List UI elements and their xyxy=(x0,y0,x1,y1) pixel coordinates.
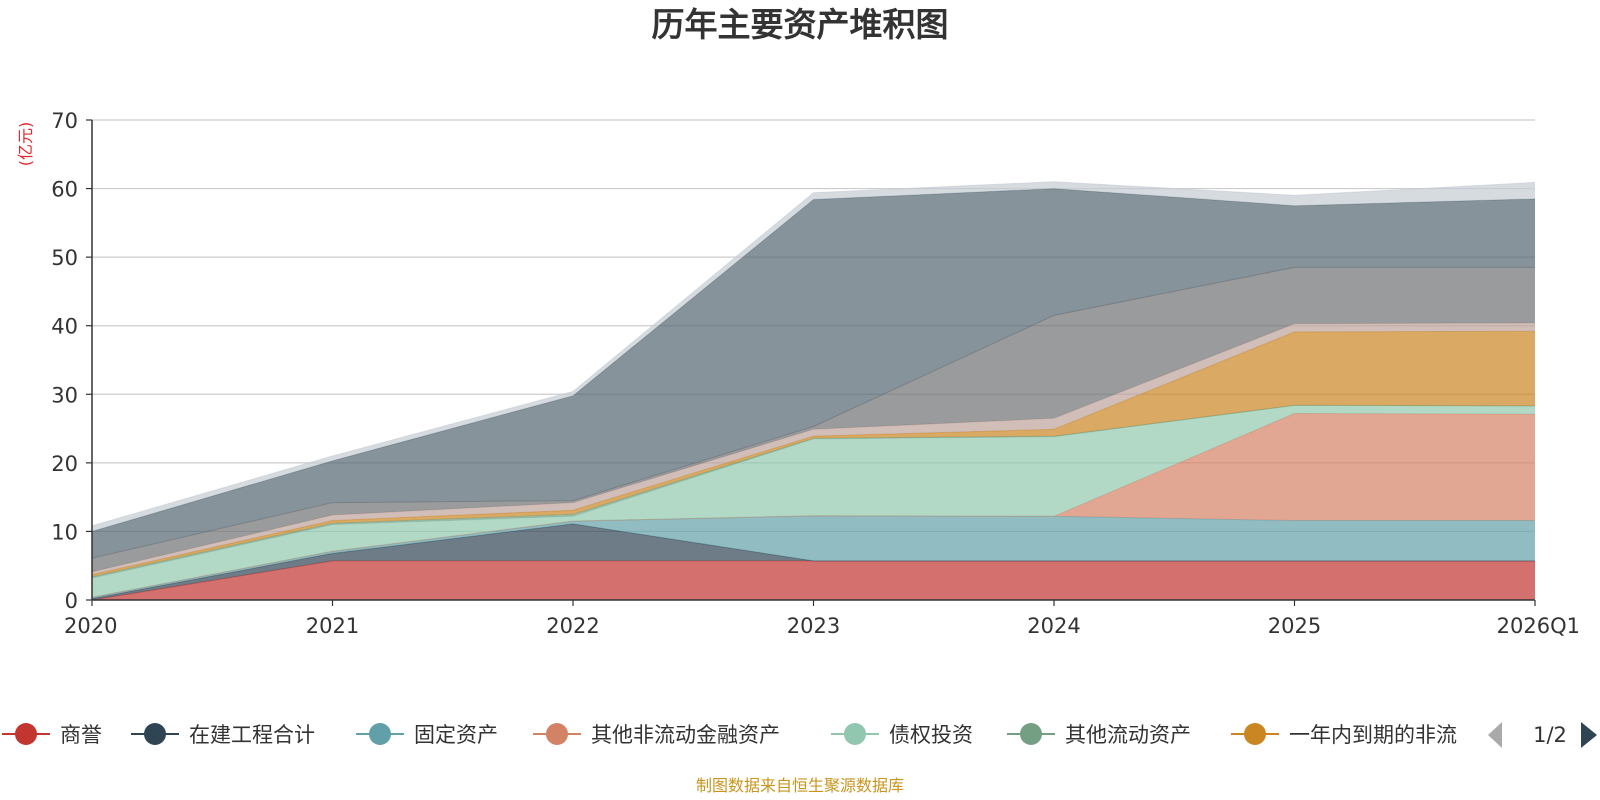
area-series-10 xyxy=(92,188,1535,559)
legend-marker xyxy=(546,723,568,745)
x-tick-label: 2026Q1 xyxy=(1497,614,1580,638)
y-tick-label: 40 xyxy=(51,315,78,339)
area-series xyxy=(91,181,1536,601)
legend-marker xyxy=(144,723,166,745)
x-tick-label: 2022 xyxy=(546,614,599,638)
legend-item: 其他非流动金融资产 xyxy=(533,723,780,747)
legend-label: 其他非流动金融资产 xyxy=(591,723,780,747)
y-tick-label: 50 xyxy=(51,246,78,270)
x-tick-label: 2020 xyxy=(64,614,117,638)
legend-page-indicator: 1/2 xyxy=(1533,723,1567,747)
chart-title: 历年主要资产堆积图 xyxy=(652,5,949,44)
legend-label: 商誉 xyxy=(60,723,102,747)
x-tick-label: 2024 xyxy=(1027,614,1080,638)
axes: 0 10 20 30 40 50 60 70 2020 2021 2022 2023 2024 2025 2… xyxy=(51,109,1580,638)
legend-item: 商誉 xyxy=(2,723,102,747)
area-series-7 xyxy=(92,331,1535,577)
area-series-8 xyxy=(92,323,1535,575)
y-tick-label: 0 xyxy=(65,589,78,613)
legend-marker xyxy=(15,723,37,745)
y-tick-label: 20 xyxy=(51,452,78,476)
legend-item: 其他流动资产 xyxy=(1007,723,1191,747)
legend-marker xyxy=(1020,723,1042,745)
legend-item: 固定资产 xyxy=(356,723,498,747)
legend: 商誉 在建工程合计 固定资产 其他非流动金融资产 债权投资 其他流动资产 一年内到期的非流 1… xyxy=(2,722,1597,748)
legend-item: 一年内到期的非流 xyxy=(1231,723,1457,747)
legend-label: 其他流动资产 xyxy=(1065,723,1191,747)
y-axis-unit: (亿元) xyxy=(16,122,35,167)
legend-label: 在建工程合计 xyxy=(189,723,315,747)
legend-label: 一年内到期的非流 xyxy=(1289,723,1457,747)
legend-item: 在建工程合计 xyxy=(131,723,315,747)
legend-prev-page-icon xyxy=(1488,722,1502,748)
legend-marker xyxy=(369,723,391,745)
area-series-5 xyxy=(92,405,1535,598)
area-series-1 xyxy=(92,560,1535,600)
y-tick-label: 30 xyxy=(51,383,78,407)
x-tick-label: 2021 xyxy=(306,614,359,638)
area-series-4 xyxy=(92,413,1535,598)
legend-label: 债权投资 xyxy=(889,723,973,747)
legend-item: 债权投资 xyxy=(831,723,973,747)
y-tick-label: 60 xyxy=(51,178,78,202)
legend-marker xyxy=(1244,723,1266,745)
area-series-2 xyxy=(92,523,1535,600)
source-note: 制图数据来自恒生聚源数据库 xyxy=(696,776,904,795)
legend-next-page-icon xyxy=(1581,722,1597,748)
area-line-11 xyxy=(91,181,1536,527)
legend-label: 固定资产 xyxy=(414,723,498,747)
y-tick-label: 70 xyxy=(51,109,78,133)
legend-marker xyxy=(844,723,866,745)
x-tick-label: 2025 xyxy=(1268,614,1321,638)
area-series-9 xyxy=(92,267,1535,572)
y-tick-label: 10 xyxy=(51,520,78,544)
x-tick-label: 2023 xyxy=(787,614,840,638)
